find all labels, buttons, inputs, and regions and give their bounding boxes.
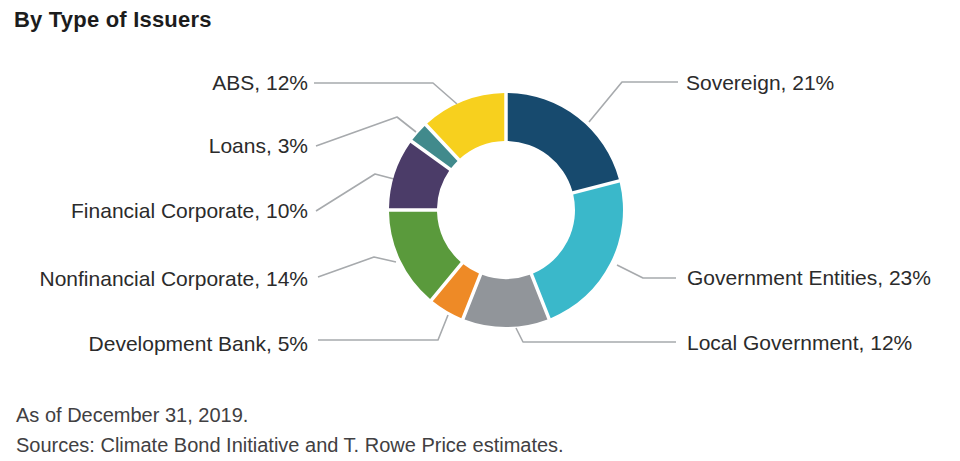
chart-figure: By Type of Issuers Sovereign, 21% Govern… — [0, 0, 960, 461]
slice-government-entities — [533, 183, 623, 319]
slice-label-nonfinancial-corporate: Nonfinancial Corporate, 14% — [40, 267, 309, 290]
slice-label-financial-corporate: Financial Corporate, 10% — [71, 199, 308, 222]
slice-label-abs: ABS, 12% — [212, 71, 308, 94]
slice-local-government — [465, 275, 548, 327]
leader-line-local-government — [516, 328, 676, 342]
slice-label-local-government: Local Government, 12% — [687, 331, 912, 354]
slice-label-government-entities: Government Entities, 23% — [687, 266, 931, 289]
leader-line-nonfinancial-corporate — [318, 257, 396, 277]
slice-label-development-bank: Development Bank, 5% — [89, 332, 308, 355]
leader-line-government-entities — [617, 265, 676, 278]
leader-line-sovereign — [589, 82, 678, 122]
slice-label-loans: Loans, 3% — [209, 134, 308, 157]
slice-label-sovereign: Sovereign, 21% — [686, 71, 834, 94]
leader-line-abs — [314, 83, 457, 104]
donut-slices — [389, 93, 623, 327]
donut-chart: Sovereign, 21% Government Entities, 23% … — [0, 0, 960, 461]
leader-line-development-bank — [318, 315, 448, 340]
sources-note: Sources: Climate Bond Initiative and T. … — [16, 430, 564, 460]
slice-sovereign — [508, 93, 619, 191]
as-of-note: As of December 31, 2019. — [16, 400, 564, 430]
leader-line-loans — [316, 117, 416, 146]
leader-line-financial-corporate — [316, 174, 394, 211]
footnotes: As of December 31, 2019. Sources: Climat… — [16, 400, 564, 460]
